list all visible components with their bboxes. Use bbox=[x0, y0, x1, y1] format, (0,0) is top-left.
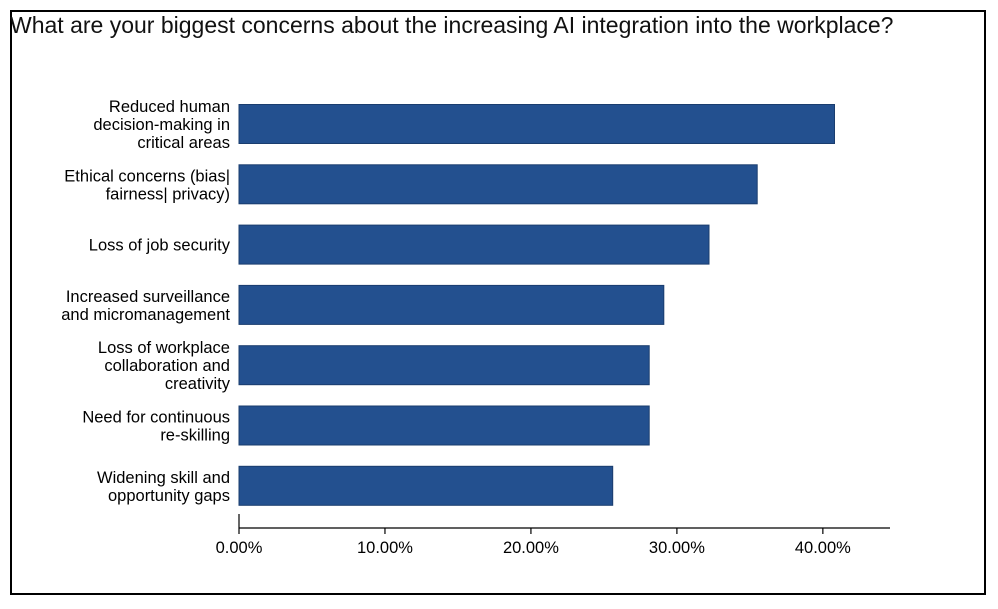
bar-3 bbox=[238, 284, 665, 325]
category-label-0: Reduced human decision-making in critical … bbox=[93, 98, 230, 152]
category-label-1: Ethical concerns (bias| fairness| privacy… bbox=[64, 167, 230, 203]
category-label-3: Increased surveillance and micromanagemen… bbox=[61, 288, 230, 324]
x-tick-label-1: 10.00% bbox=[357, 539, 413, 557]
x-tick-label-0: 0.00% bbox=[216, 539, 263, 557]
category-label-6: Widening skill and opportunity gaps bbox=[97, 469, 230, 505]
category-label-4: Loss of workplace collaboration and creati… bbox=[98, 339, 231, 393]
bar-4 bbox=[238, 345, 650, 386]
bar-5 bbox=[238, 405, 650, 446]
chart-title: What are your biggest concerns about the… bbox=[10, 12, 894, 38]
category-label-2: Loss of job security bbox=[89, 237, 231, 255]
bar-6 bbox=[238, 465, 614, 506]
bar-2 bbox=[238, 224, 710, 265]
x-tick-label-4: 40.00% bbox=[795, 539, 851, 557]
x-tick-label-3: 30.00% bbox=[649, 539, 705, 557]
bar-0 bbox=[238, 104, 835, 144]
x-tick-label-2: 20.00% bbox=[503, 539, 559, 557]
bar-1 bbox=[238, 164, 758, 205]
category-label-5: Need for continuous re-skilling bbox=[82, 409, 230, 445]
